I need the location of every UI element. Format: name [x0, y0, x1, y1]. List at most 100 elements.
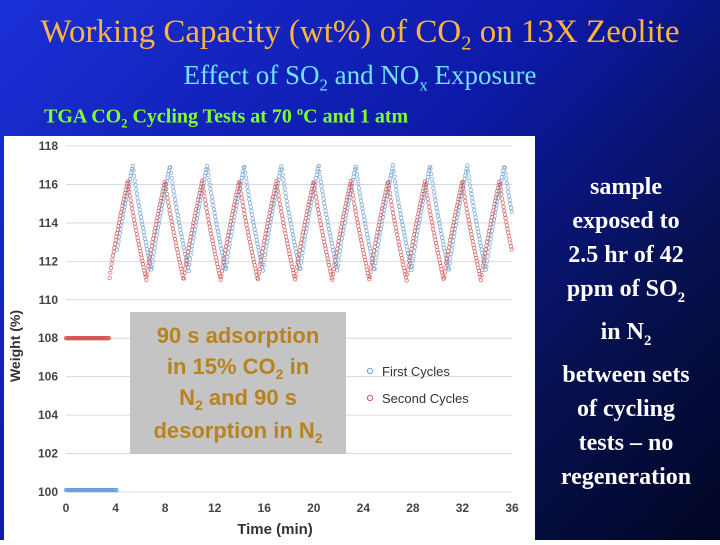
data-point [175, 247, 180, 252]
data-point [482, 255, 487, 260]
data-point [468, 225, 473, 230]
data-point [274, 178, 279, 183]
data-point [290, 229, 295, 234]
data-point [403, 240, 409, 246]
data-point [379, 222, 384, 227]
data-point [470, 239, 475, 244]
data-point [318, 175, 323, 180]
side-note-line: ppm of SO2 [566, 276, 686, 306]
data-point [256, 271, 261, 276]
data-point [267, 211, 272, 216]
data-point [184, 257, 189, 262]
data-point [246, 193, 251, 198]
data-point [192, 227, 197, 232]
x-tick-label: 20 [307, 501, 321, 515]
data-point [408, 250, 413, 256]
data-point [173, 201, 178, 206]
data-point [276, 193, 281, 198]
data-point [170, 226, 176, 231]
data-point [266, 228, 272, 233]
data-point [243, 170, 248, 175]
data-point [119, 223, 124, 228]
data-point [359, 202, 364, 207]
data-point [210, 238, 215, 243]
data-point [299, 255, 304, 260]
data-point [247, 240, 253, 245]
data-point [249, 212, 255, 217]
data-point [443, 265, 448, 270]
data-point [231, 218, 236, 223]
data-point [131, 168, 136, 173]
data-point [402, 233, 407, 239]
data-point [292, 243, 298, 248]
data-point [207, 178, 212, 183]
data-point [275, 188, 280, 194]
data-point [202, 174, 208, 179]
data-point [434, 206, 439, 211]
data-point [395, 236, 400, 241]
data-point [433, 198, 438, 203]
data-point [312, 186, 317, 191]
data-point [285, 241, 290, 246]
data-point [243, 175, 248, 180]
data-point [388, 173, 394, 178]
data-point [157, 202, 163, 207]
data-point [286, 245, 291, 250]
data-point [362, 217, 367, 222]
data-point [353, 209, 358, 214]
data-point [225, 255, 230, 260]
data-point [299, 240, 304, 245]
data-point [252, 223, 257, 228]
data-point [418, 198, 424, 203]
data-point [135, 235, 140, 240]
data-point [502, 208, 507, 213]
data-point [398, 212, 403, 217]
annotation-background [130, 312, 346, 454]
data-point [401, 230, 407, 235]
data-point [479, 247, 484, 252]
data-point [340, 232, 345, 237]
data-point [465, 210, 470, 215]
data-point [319, 226, 324, 231]
data-point [327, 230, 332, 235]
data-point [230, 225, 235, 231]
data-point [137, 207, 142, 212]
data-point [282, 227, 287, 233]
data-point [412, 249, 417, 254]
side-note-line: 2.5 hr of 42 [568, 242, 684, 268]
data-point [427, 208, 432, 214]
data-point [506, 189, 511, 194]
data-point [150, 240, 155, 245]
data-point [294, 264, 300, 269]
data-point [164, 187, 169, 192]
data-point [416, 221, 422, 226]
data-point [239, 191, 244, 196]
data-point [449, 247, 454, 252]
data-point [451, 234, 456, 239]
data-point [305, 218, 310, 223]
data-point [461, 190, 466, 195]
data-point [358, 238, 364, 243]
data-point [405, 247, 410, 252]
data-point [435, 213, 441, 218]
data-point [504, 181, 509, 186]
data-point [136, 242, 141, 247]
data-point [371, 248, 377, 253]
data-point [472, 211, 477, 216]
data-point [343, 201, 349, 206]
data-point [501, 204, 506, 209]
data-point [288, 255, 293, 260]
data-point [341, 211, 347, 216]
data-point [415, 228, 420, 233]
y-tick-label: 108 [38, 331, 58, 345]
data-point [466, 218, 471, 223]
data-point [378, 230, 383, 235]
data-point [425, 174, 430, 180]
data-point [396, 239, 401, 244]
data-point [289, 225, 294, 230]
side-note-line: regeneration [560, 463, 692, 490]
data-point [361, 251, 366, 256]
data-point [244, 222, 249, 227]
data-point [147, 255, 152, 260]
data-point [260, 268, 265, 273]
